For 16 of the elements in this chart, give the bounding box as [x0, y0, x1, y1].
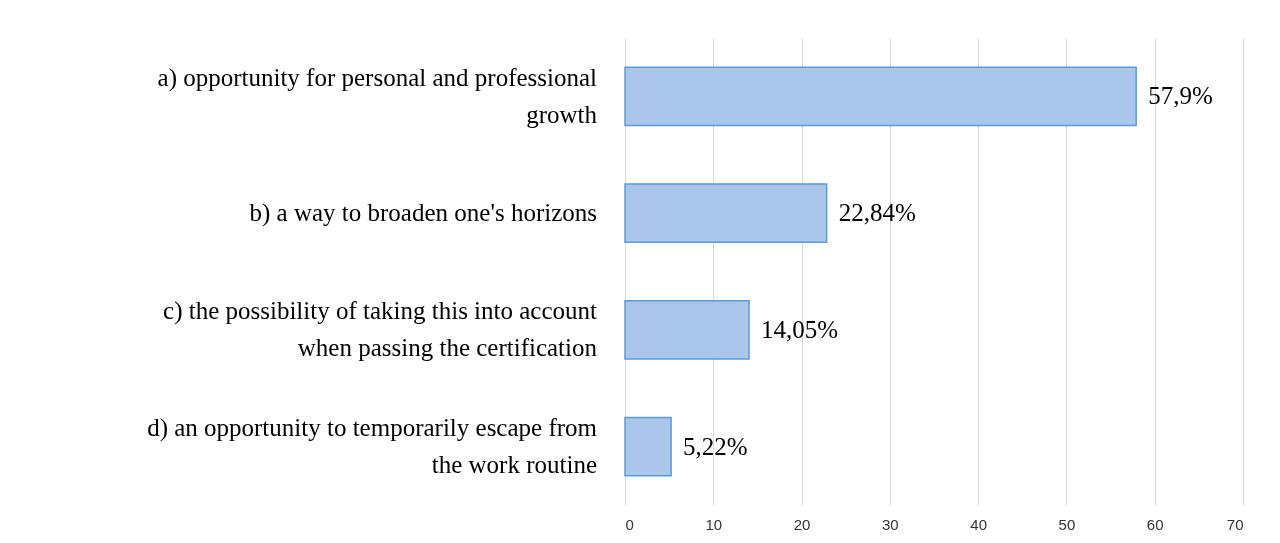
x-tick-label: 40 [970, 515, 987, 533]
data-label: 5,22% [683, 432, 748, 460]
y-tick-label: b) a way to broaden one's horizons [249, 199, 597, 228]
x-tick-label: 20 [793, 515, 811, 533]
x-tick-label: 50 [1058, 515, 1076, 533]
y-tick-label: c) the possibility of taking this into account when passing the certification [163, 297, 598, 362]
data-label: 22,84% [838, 199, 916, 227]
x-tick-label: 60 [1146, 515, 1164, 533]
x-tick-label: 30 [882, 515, 899, 533]
y-tick-label: d) an opportunity to temporarily escape from the work routine [147, 414, 598, 479]
y-tick-label: a) opportunity for personal and professional growth [157, 63, 598, 128]
x-tick-label: 70 [1226, 515, 1244, 533]
data-label: 14,05% [761, 315, 839, 343]
x-tick-label: 10 [705, 515, 723, 533]
x-tick-label: 0 [625, 515, 634, 533]
data-label: 57,9% [1148, 82, 1213, 110]
